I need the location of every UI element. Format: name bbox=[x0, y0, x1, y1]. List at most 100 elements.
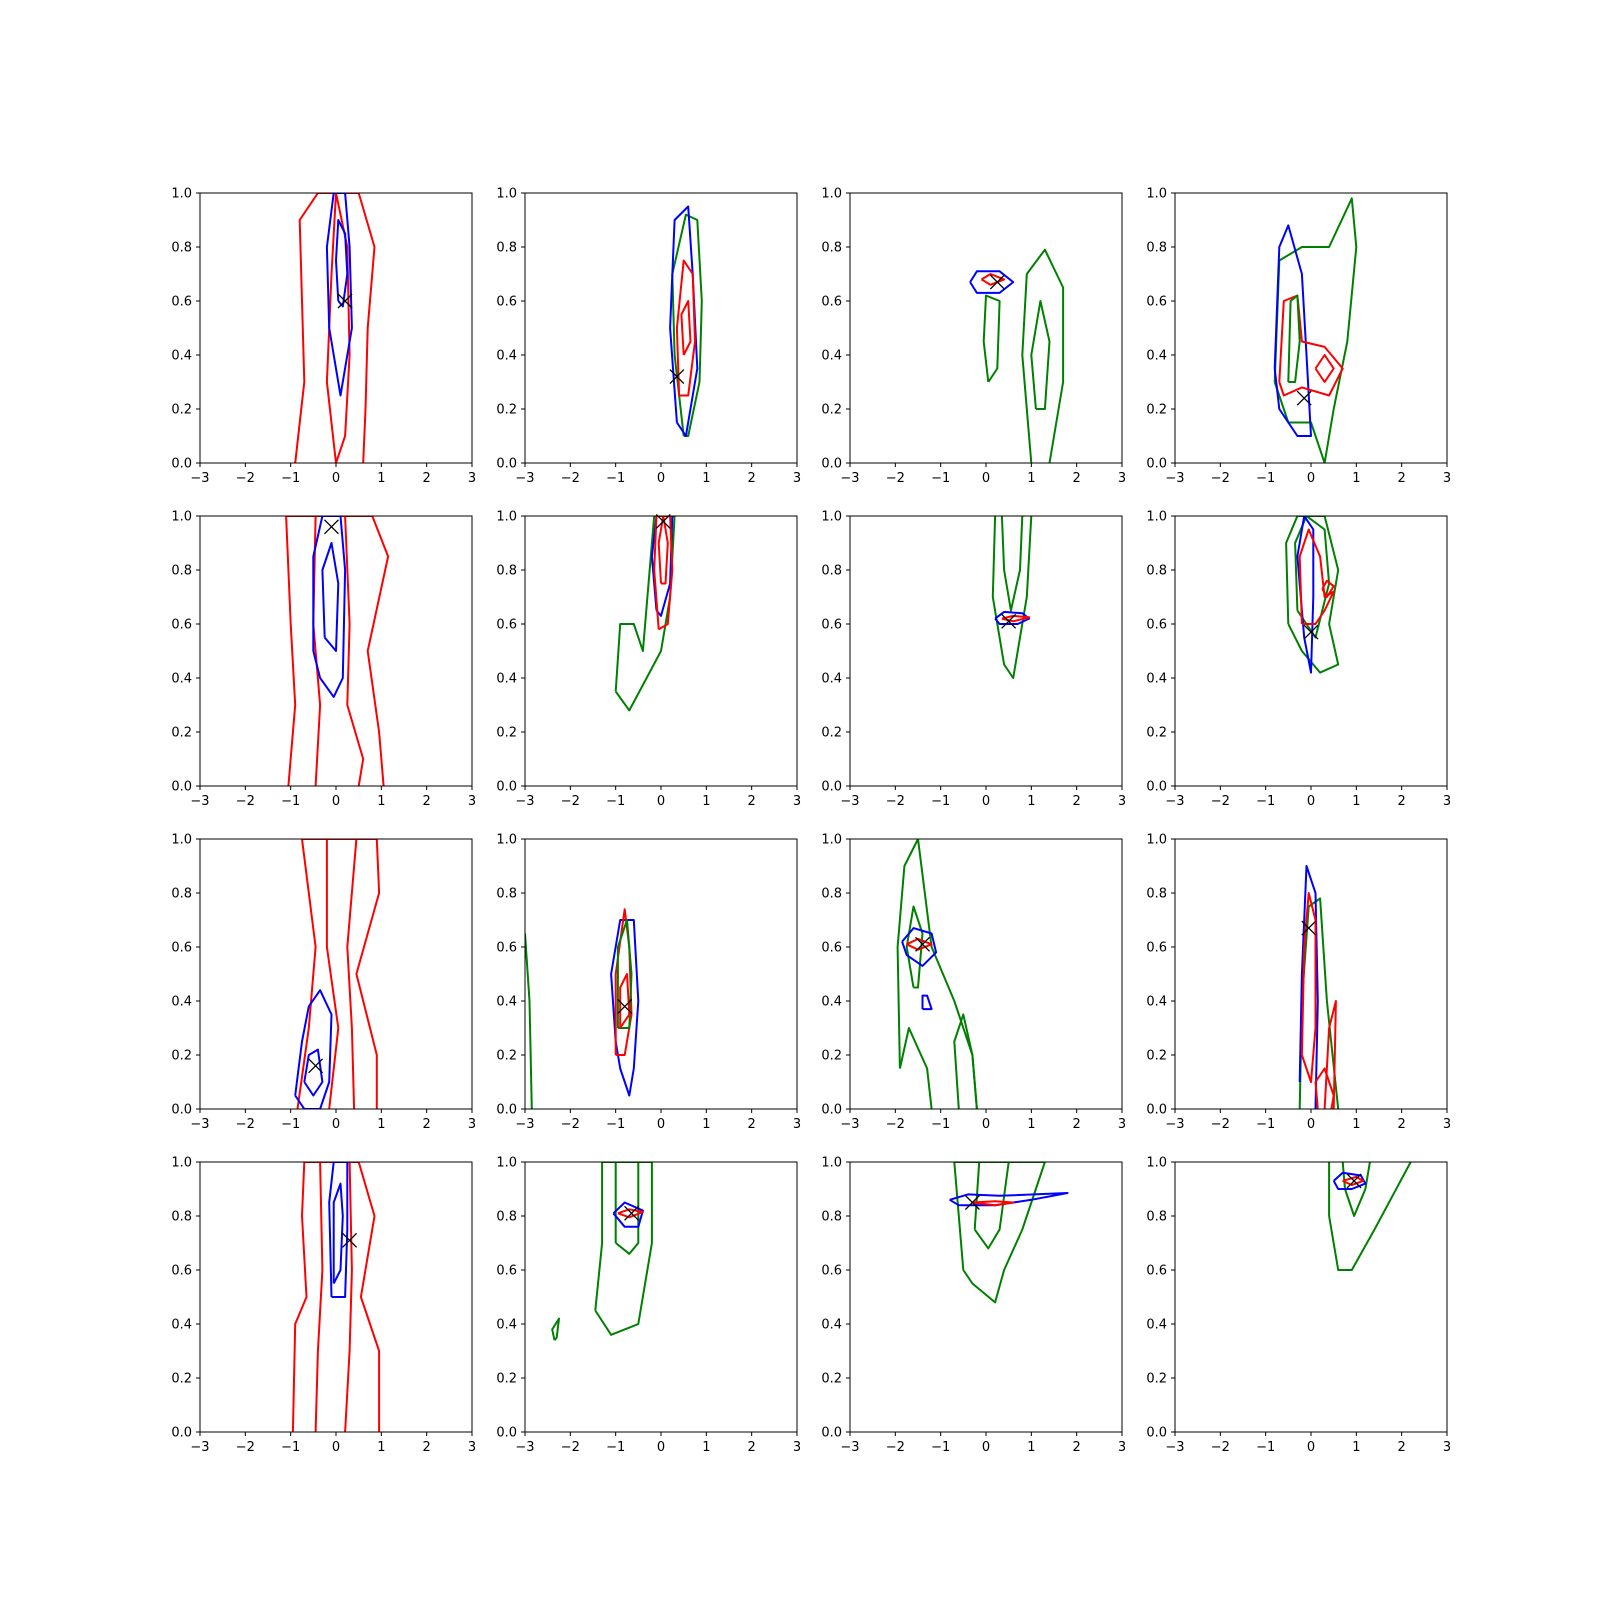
y-tick-label: 0.6 bbox=[821, 1264, 842, 1279]
blue-contour-line bbox=[335, 219, 349, 308]
x-tick-label: 3 bbox=[468, 794, 476, 809]
y-tick-label: 1.0 bbox=[1146, 833, 1167, 848]
y-tick-label: 0.4 bbox=[1146, 1318, 1167, 1333]
y-tick-label: 0.0 bbox=[1146, 457, 1167, 472]
y-tick-label: 0.0 bbox=[171, 457, 192, 472]
y-tick-label: 0.4 bbox=[496, 995, 517, 1010]
blue-contour-line bbox=[1332, 1171, 1367, 1190]
x-tick-label: 0 bbox=[657, 471, 665, 486]
panel-r4-c4: −3 −2 −1 0 1 2 3 0.0 0.2 0.4 0.6 0.8 1.0 bbox=[1146, 1156, 1451, 1456]
panel-r1-c3: −3 −2 −1 0 1 2 3 0.0 0.2 0.4 0.6 0.8 1.0 bbox=[821, 187, 1126, 487]
y-tick-label: 0.6 bbox=[171, 295, 192, 310]
y-tick-label: 0.8 bbox=[496, 564, 517, 579]
blue-contour-line bbox=[650, 516, 674, 617]
x-tick-label: 0 bbox=[657, 1440, 665, 1455]
green-contour-line bbox=[671, 213, 703, 437]
green-contour-line bbox=[525, 933, 533, 1109]
axes-frame bbox=[524, 192, 798, 464]
red-contour-line bbox=[619, 973, 631, 1029]
y-tick-label: 1.0 bbox=[821, 510, 842, 525]
y-tick-label: 0.8 bbox=[1146, 241, 1167, 256]
x-tick-label: 2 bbox=[1398, 471, 1406, 486]
blue-contour-line bbox=[325, 193, 353, 397]
x-tick-label: −2 bbox=[886, 794, 905, 809]
x-tick-label: −2 bbox=[236, 794, 255, 809]
y-tick-label: 1.0 bbox=[821, 1156, 842, 1171]
red-contour-line bbox=[325, 839, 358, 1109]
y-tick-label: 0.2 bbox=[171, 403, 192, 418]
contour-group bbox=[291, 1162, 381, 1432]
x-tick-label: 0 bbox=[332, 1440, 340, 1455]
y-tick-label: 0.0 bbox=[821, 780, 842, 795]
blue-contour-line bbox=[1296, 516, 1315, 674]
panel-r4-c2: −3 −2 −1 0 1 2 3 0.0 0.2 0.4 0.6 0.8 1.0 bbox=[496, 1156, 801, 1456]
x-tick-label: 1 bbox=[1352, 794, 1360, 809]
x-tick-label: −3 bbox=[190, 1440, 209, 1455]
panel-r2-c4: −3 −2 −1 0 1 2 3 0.0 0.2 0.4 0.6 0.8 1.0 bbox=[1146, 510, 1451, 810]
y-tick-label: 0.2 bbox=[171, 726, 192, 741]
y-tick-label: 0.2 bbox=[496, 726, 517, 741]
green-contour-line bbox=[991, 516, 1033, 679]
blue-contour-line bbox=[328, 1162, 349, 1298]
panel-r2-c2: −3 −2 −1 0 1 2 3 0.0 0.2 0.4 0.6 0.8 1.0 bbox=[496, 510, 801, 810]
green-contour-line bbox=[953, 1162, 1046, 1304]
blue-contour-line bbox=[294, 989, 333, 1109]
y-tick-label: 0.0 bbox=[496, 1103, 517, 1118]
y-tick-label: 0.0 bbox=[496, 780, 517, 795]
x-tick-label: 3 bbox=[793, 1440, 801, 1455]
red-contour-line bbox=[285, 516, 390, 786]
x-tick-label: −3 bbox=[1165, 1117, 1184, 1132]
red-contour-line bbox=[294, 193, 376, 463]
y-tick-label: 0.8 bbox=[1146, 564, 1167, 579]
y-tick-label: 0.0 bbox=[496, 457, 517, 472]
y-tick-label: 0.8 bbox=[821, 887, 842, 902]
x-tick-label: −3 bbox=[1165, 1440, 1184, 1455]
y-tick-label: 0.6 bbox=[821, 618, 842, 633]
x-tick-label: −1 bbox=[1256, 1117, 1275, 1132]
blue-contour-line bbox=[994, 610, 1031, 625]
panel-r4-c3: −3 −2 −1 0 1 2 3 0.0 0.2 0.4 0.6 0.8 1.0 bbox=[821, 1156, 1126, 1456]
axes-frame bbox=[199, 192, 473, 464]
red-contour-line bbox=[1323, 1000, 1337, 1109]
contour-group bbox=[991, 516, 1033, 679]
x-tick-label: 0 bbox=[982, 471, 990, 486]
x-marker bbox=[324, 519, 339, 535]
red-contour-line bbox=[1278, 294, 1344, 397]
y-tick-label: 0.0 bbox=[171, 780, 192, 795]
x-tick-label: −1 bbox=[931, 1117, 950, 1132]
x-tick-label: 3 bbox=[1443, 794, 1451, 809]
x-tick-label: −2 bbox=[561, 794, 580, 809]
x-tick-label: 2 bbox=[1398, 794, 1406, 809]
x-tick-label: 3 bbox=[1118, 1440, 1126, 1455]
x-marker bbox=[655, 513, 671, 529]
y-tick-label: 0.0 bbox=[821, 457, 842, 472]
x-tick-label: −1 bbox=[1256, 794, 1275, 809]
x-tick-label: 3 bbox=[793, 1117, 801, 1132]
y-tick-label: 0.2 bbox=[171, 1372, 192, 1387]
y-tick-label: 0.6 bbox=[1146, 295, 1167, 310]
x-tick-label: −2 bbox=[886, 1117, 905, 1132]
x-marker bbox=[1346, 1173, 1362, 1189]
y-tick-label: 0.0 bbox=[496, 1426, 517, 1441]
y-tick-label: 1.0 bbox=[171, 1156, 192, 1171]
y-tick-label: 0.0 bbox=[1146, 780, 1167, 795]
y-tick-label: 0.8 bbox=[171, 241, 192, 256]
green-contour-line bbox=[1000, 516, 1024, 612]
contour-group bbox=[294, 193, 376, 463]
x-tick-label: 2 bbox=[748, 1117, 756, 1132]
panel-r1-c1: −3 −2 −1 0 1 2 3 0.0 0.2 0.4 0.6 0.8 1.0 bbox=[171, 187, 476, 487]
y-tick-label: 1.0 bbox=[171, 510, 192, 525]
x-tick-label: 1 bbox=[1027, 1440, 1035, 1455]
y-tick-label: 0.6 bbox=[1146, 618, 1167, 633]
x-marker bbox=[617, 998, 633, 1014]
green-contour-line bbox=[1273, 197, 1358, 463]
y-tick-label: 0.0 bbox=[1146, 1103, 1167, 1118]
x-tick-label: 1 bbox=[1027, 471, 1035, 486]
x-tick-label: 3 bbox=[1443, 1440, 1451, 1455]
blue-contour-line bbox=[1298, 865, 1319, 1109]
x-tick-label: 1 bbox=[377, 1440, 385, 1455]
x-tick-label: −1 bbox=[281, 471, 300, 486]
red-contour-line bbox=[314, 1162, 353, 1432]
x-tick-label: 0 bbox=[332, 471, 340, 486]
x-marker bbox=[1296, 390, 1312, 406]
